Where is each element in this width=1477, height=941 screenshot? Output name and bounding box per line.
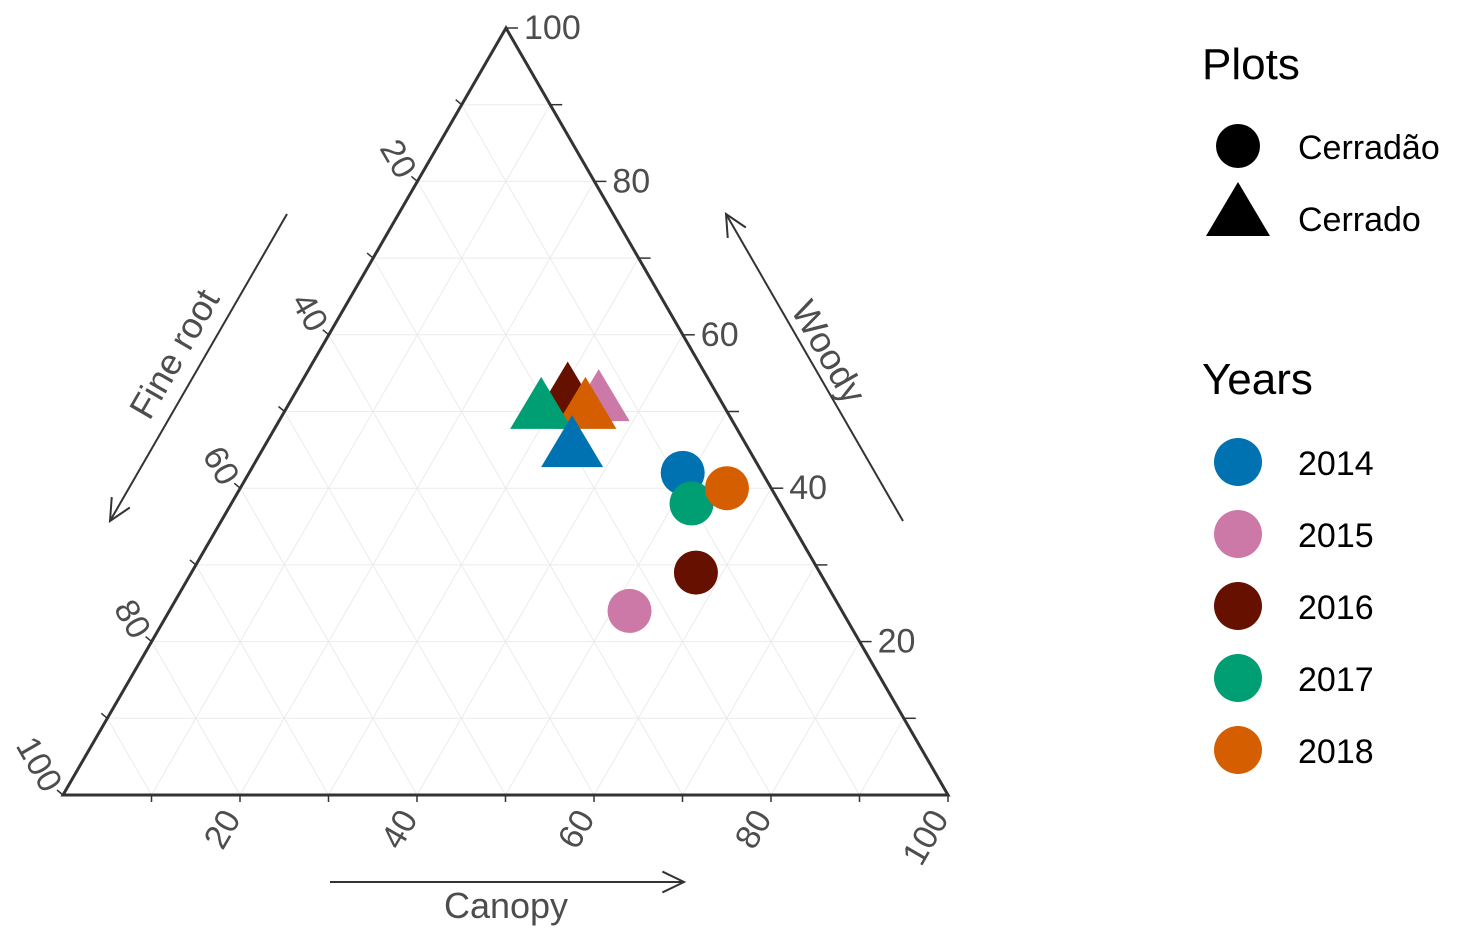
tick-fine-root [189,559,197,566]
legend-year-swatch-2018 [1214,726,1262,774]
legend-years-title: Years [1202,355,1313,404]
tick-label-canopy: 100 [895,804,956,872]
tick-fine-root [455,99,463,106]
woody-arrow-shaft [725,213,904,522]
legend-plots-item-cerradao: Cerradão [1298,129,1440,167]
legend-plots-item-cerrado: Cerrado [1298,201,1421,239]
gridline-canopy [859,718,905,796]
gridline-fine-root [372,257,683,796]
gridline-canopy [593,487,772,796]
gridline-fine-root [284,411,506,796]
gridline-fine-root [195,564,329,796]
data-points [510,361,749,633]
tick-fine-root [233,482,241,489]
gridline-fine-root [151,641,241,796]
point-circle-2017 [669,481,714,526]
gridline-fine-root [106,718,152,796]
legend-year-swatch-2016 [1214,582,1262,630]
gridline-canopy [682,564,816,796]
tick-label-woody: 40 [789,469,827,507]
gridline-canopy [328,257,640,796]
legend-year-swatch-2015 [1214,510,1262,558]
tick-label-woody: 100 [524,9,581,47]
legend-circle-icon [1216,124,1260,168]
legend-plots-title: Plots [1202,40,1300,89]
tick-label-fine-root: 40 [283,287,335,339]
legend-year-label-2015: 2015 [1298,517,1374,555]
legend-year-label-2016: 2016 [1298,589,1374,627]
tick-labels: 20 20 20 40 40 40 60 60 60 80 80 80 100 100 100 [8,9,956,872]
tick-label-fine-root: 100 [8,730,69,798]
point-circle-2015 [607,588,652,633]
tick-label-fine-root: 20 [372,133,424,185]
tick-fine-root [56,789,64,796]
fine-root-arrow-head [108,496,131,523]
tick-fine-root [410,175,418,182]
canopy-arrow-head [661,870,687,894]
axis-arrows [108,212,904,894]
legend-triangle-icon [1206,182,1270,236]
fine-root-arrow-shaft [109,213,288,522]
tick-marks [56,27,949,802]
woody-arrow-head [724,212,747,239]
tick-label-woody: 60 [701,316,739,354]
tick-fine-root [145,636,153,643]
legend-year-swatch-2017 [1214,654,1262,702]
point-triangle-2017 [510,376,573,429]
tick-fine-root [322,329,330,336]
tick-label-canopy: 80 [728,804,780,856]
tick-label-fine-root: 80 [106,593,158,645]
tick-label-fine-root: 60 [195,440,247,492]
legend-years: Years 2014 2015 2016 2017 2018 [1202,355,1374,774]
tick-label-woody: 80 [612,162,650,200]
tick-label-canopy: 40 [374,804,426,856]
gridline-canopy [151,104,551,796]
legend-year-label-2014: 2014 [1298,445,1374,483]
legend-year-label-2017: 2017 [1298,661,1374,699]
tick-fine-root [278,405,285,413]
point-triangle-2014 [541,415,604,468]
tick-label-canopy: 20 [197,804,249,856]
point-circle-2016 [673,550,718,595]
gridline-canopy [770,641,861,796]
gridline-fine-root [461,104,860,796]
point-circle-2018 [704,466,749,511]
tick-fine-root [366,252,374,259]
canopy-axis-title: Canopy [444,885,568,926]
legend-plots: Plots Cerradão Cerrado [1202,40,1440,239]
gridline-fine-root [239,487,418,796]
tick-label-canopy: 60 [551,804,603,856]
legend-year-label-2018: 2018 [1298,733,1374,771]
woody-axis-title: Woody [783,293,874,410]
point-triangle-2018 [554,376,617,429]
tick-label-woody: 20 [878,623,916,661]
legend-year-swatch-2014 [1214,438,1262,486]
tick-fine-root [100,712,108,719]
fine-root-axis-title: Fine root [121,282,228,426]
